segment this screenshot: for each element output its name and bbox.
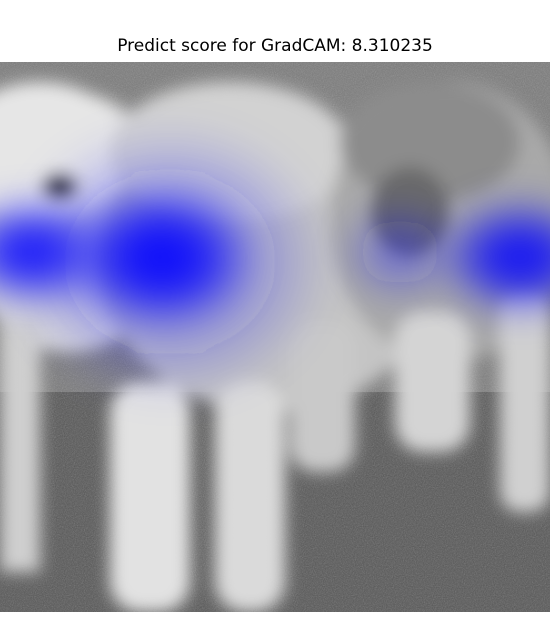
gradcam-image [0, 62, 550, 612]
figure-title: Predict score for GradCAM: 8.310235 [0, 36, 550, 56]
gradcam-image-canvas [0, 62, 550, 612]
